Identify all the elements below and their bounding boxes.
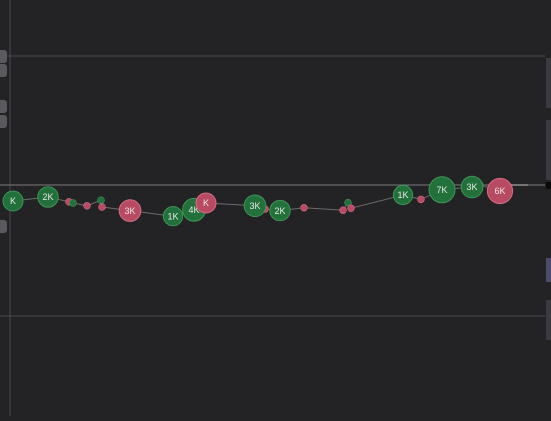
sell-bubble-circle[interactable] bbox=[486, 177, 514, 205]
left-scroll-tick[interactable] bbox=[0, 115, 7, 128]
right-rail-selected[interactable] bbox=[546, 258, 551, 282]
sell-dot-circle[interactable] bbox=[417, 195, 425, 204]
sell-dot[interactable] bbox=[83, 202, 91, 210]
bubble-label: 1K bbox=[167, 211, 178, 221]
sell-bubble[interactable]: K bbox=[195, 192, 217, 214]
bubble-label: 2K bbox=[274, 206, 285, 216]
buy-bubble-circle[interactable] bbox=[269, 199, 291, 222]
buy-dot-circle[interactable] bbox=[97, 196, 105, 204]
buy-bubble[interactable]: 3K bbox=[243, 194, 267, 218]
sell-bubble-circle[interactable] bbox=[195, 192, 217, 214]
right-edge-marker bbox=[546, 182, 551, 189]
bubble-label: 7K bbox=[436, 185, 447, 195]
bubble-label: 3K bbox=[249, 201, 260, 211]
left-scroll-tick[interactable] bbox=[0, 50, 7, 63]
sell-dot-circle[interactable] bbox=[98, 203, 106, 211]
buy-bubble-circle[interactable] bbox=[428, 176, 456, 204]
buy-dot-circle[interactable] bbox=[344, 198, 352, 207]
buy-dot[interactable] bbox=[97, 196, 105, 204]
bubble-label: 6K bbox=[494, 186, 505, 196]
buy-bubble[interactable]: 1K bbox=[392, 184, 414, 206]
bubble-label: K bbox=[10, 196, 16, 206]
right-rail[interactable] bbox=[546, 120, 551, 180]
sell-bubble[interactable]: 6K bbox=[486, 177, 514, 205]
bubble-marks[interactable]: K 2K 3K 1K 4K K 3K 2K 1K 7K 3K 6K bbox=[2, 175, 514, 227]
left-scroll-tick[interactable] bbox=[0, 64, 7, 77]
buy-bubble[interactable]: K bbox=[2, 190, 24, 212]
buy-bubble-circle[interactable] bbox=[37, 186, 59, 208]
buy-bubble[interactable]: 1K bbox=[162, 206, 184, 227]
buy-dot[interactable] bbox=[69, 199, 77, 207]
bubble-label: 4K bbox=[188, 205, 199, 215]
bubble-label: 2K bbox=[42, 192, 53, 202]
buy-dot[interactable] bbox=[344, 198, 352, 207]
buy-bubble[interactable]: 3K bbox=[460, 175, 484, 199]
bubble-label: 3K bbox=[124, 206, 135, 216]
bubble-label: 1K bbox=[397, 190, 408, 200]
buy-bubble[interactable]: 2K bbox=[269, 199, 291, 222]
buy-bubble-circle[interactable] bbox=[392, 184, 414, 206]
sell-dot[interactable] bbox=[347, 204, 355, 212]
buy-bubble-circle[interactable] bbox=[460, 175, 484, 199]
sell-bubble[interactable]: 3K bbox=[118, 199, 142, 222]
buy-dot-circle[interactable] bbox=[69, 199, 77, 207]
buy-bubble[interactable]: 2K bbox=[37, 186, 59, 208]
bubble-label: K bbox=[203, 198, 209, 208]
sell-dot-circle[interactable] bbox=[347, 204, 355, 212]
buy-bubble[interactable]: 7K bbox=[428, 176, 456, 204]
right-rail[interactable] bbox=[546, 58, 551, 108]
sell-dot[interactable] bbox=[417, 195, 425, 204]
left-scroll-tick[interactable] bbox=[0, 220, 7, 233]
sell-dot-circle[interactable] bbox=[83, 202, 91, 210]
sell-dot-circle[interactable] bbox=[339, 206, 347, 214]
sell-dot[interactable] bbox=[300, 204, 308, 212]
buy-bubble-circle[interactable] bbox=[243, 194, 267, 218]
sell-bubble-circle[interactable] bbox=[118, 199, 142, 222]
right-rail[interactable] bbox=[546, 300, 551, 340]
bubble-label: 3K bbox=[466, 182, 477, 192]
sell-dot[interactable] bbox=[98, 203, 106, 211]
sell-dot-circle[interactable] bbox=[300, 204, 308, 212]
sell-dot[interactable] bbox=[339, 206, 347, 214]
buy-bubble-circle[interactable] bbox=[162, 206, 184, 227]
buy-bubble-circle[interactable] bbox=[2, 190, 24, 212]
left-scroll-tick[interactable] bbox=[0, 100, 7, 113]
